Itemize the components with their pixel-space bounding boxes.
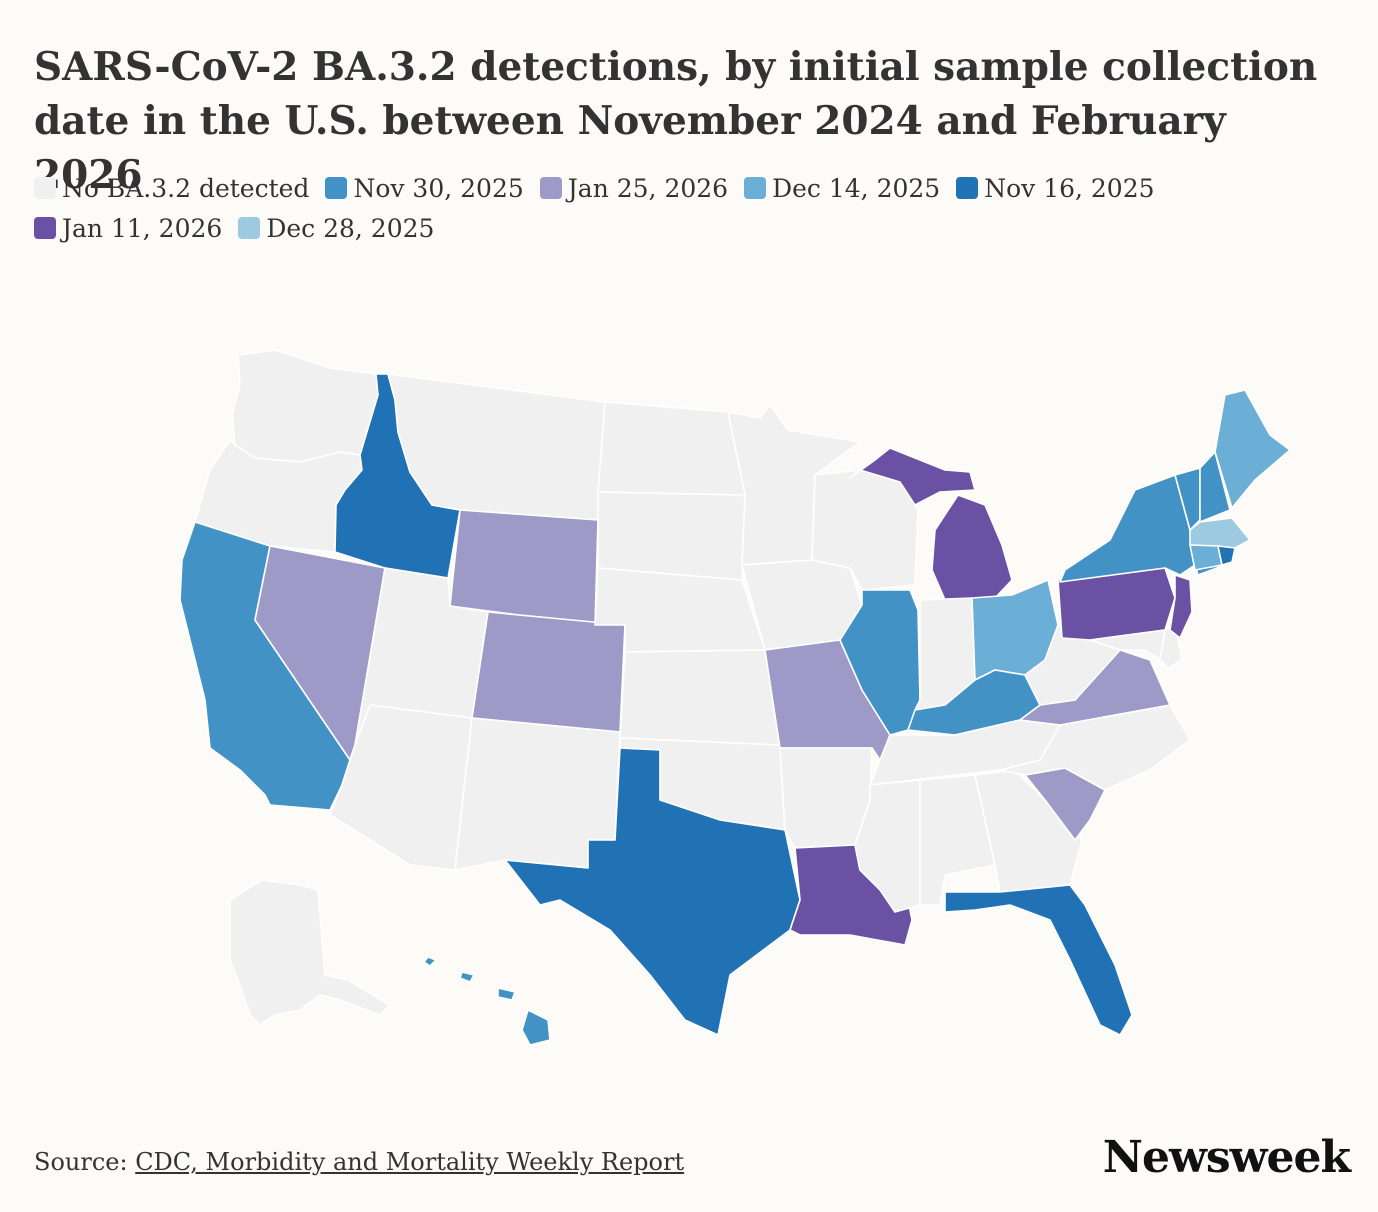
state-maine[interactable] bbox=[1214, 389, 1291, 509]
legend-label: Jan 25, 2026 bbox=[567, 173, 729, 203]
legend-swatch bbox=[238, 217, 261, 239]
legend-label: No BA.3.2 detected bbox=[62, 173, 310, 203]
state-kansas[interactable] bbox=[619, 649, 781, 746]
state-hawaii[interactable] bbox=[423, 956, 437, 967]
source-link[interactable]: CDC, Morbidity and Mortality Weekly Repo… bbox=[135, 1148, 685, 1176]
state-new-hampshire[interactable] bbox=[1199, 451, 1231, 523]
legend-item-jan25: Jan 25, 2026 bbox=[539, 170, 729, 206]
state-texas[interactable] bbox=[504, 747, 801, 1036]
state-rhode-island[interactable] bbox=[1217, 545, 1236, 566]
legend-item-dec28: Dec 28, 2025 bbox=[238, 210, 434, 246]
state-north-dakota[interactable] bbox=[597, 401, 746, 496]
legend-item-jan11: Jan 11, 2026 bbox=[34, 210, 222, 246]
state-hawaii-big-island[interactable] bbox=[521, 1009, 551, 1046]
state-florida[interactable] bbox=[944, 884, 1133, 1036]
state-hawaii-oahu[interactable] bbox=[459, 971, 475, 983]
state-georgia[interactable] bbox=[974, 769, 1083, 893]
legend-item-none: No BA.3.2 detected bbox=[34, 170, 309, 206]
legend-label: Nov 16, 2025 bbox=[984, 173, 1155, 203]
state-colorado[interactable] bbox=[471, 611, 626, 733]
legend-swatch bbox=[539, 177, 562, 199]
legend-label: Nov 30, 2025 bbox=[353, 173, 524, 203]
legend-swatch bbox=[34, 177, 56, 199]
state-michigan-lower[interactable] bbox=[931, 494, 1013, 601]
legend-label: Dec 28, 2025 bbox=[266, 213, 435, 243]
state-minnesota[interactable] bbox=[727, 404, 861, 566]
state-north-carolina[interactable] bbox=[999, 704, 1191, 791]
legend-label: Dec 14, 2025 bbox=[772, 173, 941, 203]
state-illinois[interactable] bbox=[839, 589, 921, 736]
chart-title: SARS-CoV-2 BA.3.2 detections, by initial… bbox=[34, 44, 1318, 198]
legend-swatch bbox=[744, 177, 767, 199]
newsweek-logo: Newsweek bbox=[1102, 1132, 1351, 1183]
state-south-dakota[interactable] bbox=[597, 491, 746, 581]
legend: No BA.3.2 detected Nov 30, 2025 Jan 25, … bbox=[34, 170, 1334, 246]
legend-item-nov30: Nov 30, 2025 bbox=[325, 170, 524, 206]
state-hawaii-maui[interactable] bbox=[497, 987, 516, 1001]
legend-swatch bbox=[34, 217, 56, 239]
state-alaska[interactable] bbox=[229, 879, 391, 1026]
state-washington[interactable] bbox=[231, 349, 379, 463]
legend-swatch bbox=[325, 177, 348, 199]
state-massachusetts[interactable] bbox=[1189, 517, 1251, 549]
state-new-york[interactable] bbox=[1059, 474, 1196, 583]
state-michigan[interactable] bbox=[849, 447, 976, 506]
state-wyoming[interactable] bbox=[449, 509, 599, 626]
source-line: Source: CDC, Morbidity and Mortality Wee… bbox=[34, 1148, 684, 1176]
state-connecticut[interactable] bbox=[1189, 544, 1223, 571]
legend-item-nov16: Nov 16, 2025 bbox=[956, 170, 1155, 206]
state-maryland[interactable] bbox=[1089, 629, 1166, 661]
state-new-jersey[interactable] bbox=[1169, 574, 1193, 639]
legend-label: Jan 11, 2026 bbox=[62, 213, 223, 243]
legend-swatch bbox=[956, 177, 979, 199]
source-prefix: Source: bbox=[34, 1148, 136, 1176]
legend-item-dec14: Dec 14, 2025 bbox=[744, 170, 940, 206]
